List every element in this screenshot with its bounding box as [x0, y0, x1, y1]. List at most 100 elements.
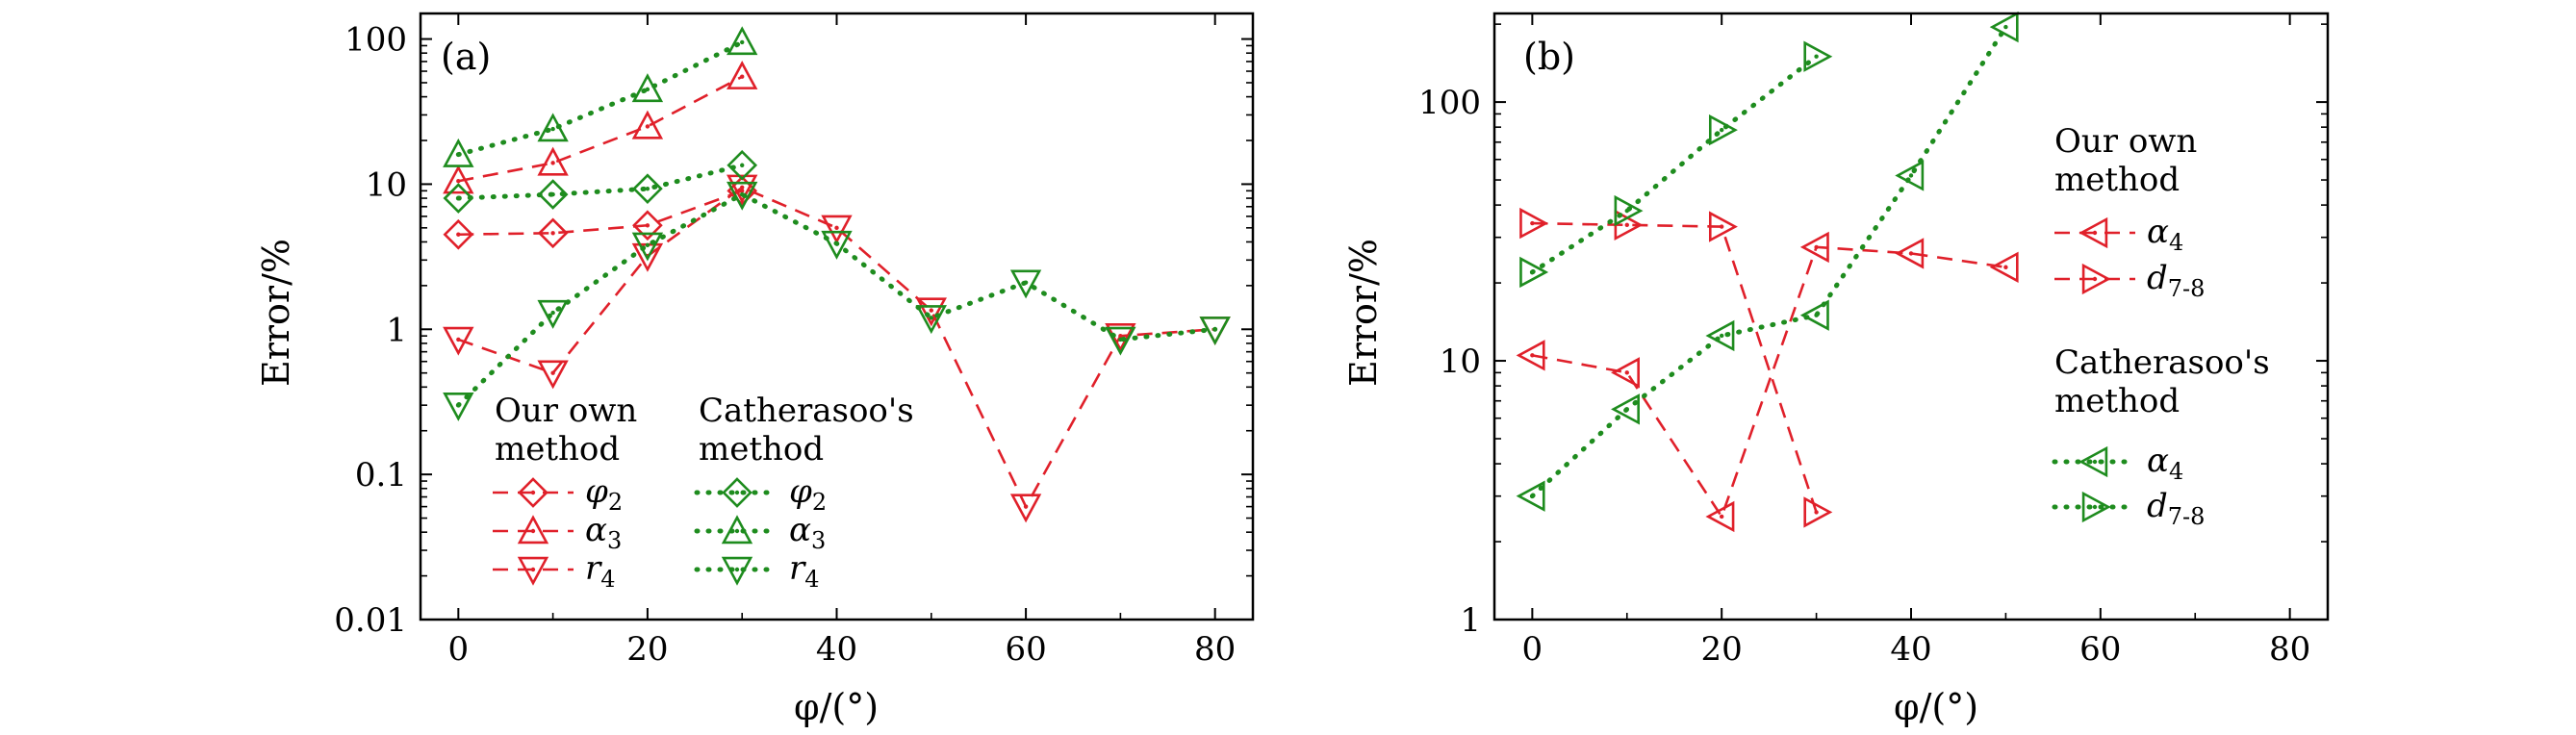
data-point-center-dot [645, 186, 650, 191]
data-point [443, 218, 474, 250]
data-point-outline [1895, 238, 1925, 269]
y-tick-label: 0.1 [355, 456, 407, 494]
legend-marker-center-dot [734, 528, 740, 534]
data-point-center-dot [1719, 333, 1724, 339]
data-point-outline [443, 392, 474, 421]
data-point [537, 217, 569, 249]
data-point-outline [1519, 207, 1549, 240]
legend-entry-our-tri-left: α4 [2054, 213, 2183, 256]
x-tick-label: 80 [2269, 630, 2310, 669]
data-point-center-dot [1908, 251, 1914, 256]
y-tick-label: 1 [386, 311, 407, 349]
data-point-center-dot [456, 402, 461, 408]
legend-marker-outline [2079, 216, 2108, 249]
legend-title-our-line1: Our own [495, 392, 637, 430]
legend-marker-outline [721, 556, 753, 586]
data-point-outline [537, 299, 569, 329]
data-point [1611, 393, 1640, 425]
data-point-center-dot [2003, 265, 2008, 269]
data-point-center-dot [1530, 269, 1535, 275]
legend-entry-cath-tri-down: r4 [694, 549, 820, 593]
data-point [443, 165, 474, 194]
data-point-outline [1614, 194, 1644, 227]
legend-entry-cath-diamond: φ2 [694, 472, 827, 516]
data-point-center-dot [1719, 127, 1724, 133]
legend-title-cath-line1: Catherasoo's [2054, 343, 2270, 382]
data-point-outline [1105, 326, 1136, 356]
series-line [1532, 221, 1818, 513]
legend-entry-our-tri-up: α3 [493, 511, 622, 554]
series-line [455, 39, 745, 158]
data-point-center-dot [834, 241, 839, 246]
data-point-center-dot [645, 223, 650, 228]
legend-series-label: α3 [789, 511, 826, 554]
data-point-outline [1009, 494, 1042, 523]
series-cath-tri-up [443, 26, 758, 167]
data-point-center-dot [740, 189, 745, 193]
x-tick-label: 80 [1194, 630, 1236, 669]
series-our-tri-left [1516, 231, 2019, 533]
legend-marker [2081, 263, 2111, 295]
data-point [1611, 357, 1640, 389]
data-point-outline [537, 360, 569, 390]
data-point-center-dot [2003, 24, 2008, 30]
legend-series-label: α4 [2147, 442, 2183, 485]
data-point-outline [537, 146, 569, 176]
data-point-center-dot [1719, 514, 1724, 520]
data-point [1799, 299, 1829, 331]
legend-marker-outline [722, 477, 752, 508]
legend-marker [721, 515, 753, 545]
data-point-center-dot [1719, 224, 1724, 229]
x-tick-label: 40 [816, 630, 857, 669]
data-point-center-dot [929, 308, 933, 313]
data-point [727, 26, 758, 56]
data-point-center-dot [740, 39, 745, 45]
y-tick-label: 10 [366, 165, 407, 204]
data-point-outline [727, 26, 758, 56]
data-point [1708, 114, 1738, 146]
data-point [727, 174, 758, 204]
data-point [631, 232, 664, 262]
series-our-tri-right [1519, 207, 1833, 528]
ticks-b: 0 20 40 60 80 1 10 100 [1418, 13, 2328, 669]
data-point-outline [443, 183, 474, 214]
data-point [631, 73, 664, 103]
data-point-center-dot [550, 191, 555, 197]
data-point-outline [443, 165, 474, 194]
legend-marker-outline [517, 556, 549, 586]
data-point-outline [1989, 251, 2019, 283]
legend-series-label: φ2 [789, 472, 827, 516]
data-point [1895, 238, 1925, 269]
plot-frame-b [1492, 12, 2330, 621]
legend-entry-our-diamond: φ2 [493, 472, 623, 516]
series-line [1529, 24, 2008, 499]
data-point [1895, 160, 1925, 191]
legend-marker-center-dot [2092, 230, 2098, 236]
data-point-center-dot [1814, 54, 1819, 59]
chart-panel-a: (a) Error/% φ/(°) 0 20 40 60 80 0.01 0.1 1 10 100… [255, 12, 1255, 728]
data-point-outline [631, 73, 664, 103]
data-point-outline [443, 218, 474, 250]
legend-entry-cath-tri-right: d7-8 [2052, 487, 2205, 530]
data-point-center-dot [1814, 313, 1819, 317]
data-point [1516, 480, 1545, 512]
data-point [537, 299, 569, 329]
data-point-center-dot [834, 225, 839, 231]
data-point-center-dot [550, 126, 555, 132]
data-point-center-dot [740, 74, 745, 79]
legend-marker-center-dot [2092, 459, 2098, 465]
data-point-center-dot [740, 185, 745, 190]
legend-a: Our own method Catherasoo's method φ2α3r… [493, 392, 914, 593]
data-point [537, 146, 569, 176]
legend-series-label: r4 [789, 549, 820, 593]
legend-title-cath-line2: method [2054, 382, 2180, 420]
x-tick-label: 60 [1005, 630, 1046, 669]
data-point-center-dot [1624, 208, 1629, 214]
plot-frame-a [419, 12, 1255, 621]
data-point-center-dot [456, 179, 461, 184]
legend-marker-outline [721, 515, 753, 545]
x-tick-label: 0 [1522, 630, 1543, 669]
data-point [1614, 194, 1644, 227]
data-point-outline [1611, 393, 1640, 425]
